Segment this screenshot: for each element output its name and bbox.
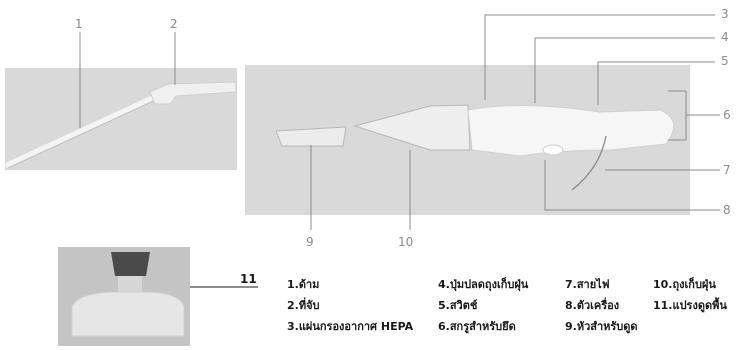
callout-9: 9 (306, 235, 314, 249)
legend-column-2: 4.ปุ่มปลดถุงเก็บฝุ่น 5.สวิตช์ 6.สกรูสำหร… (438, 274, 528, 337)
leader-3 (484, 14, 715, 100)
leader-8 (544, 160, 720, 211)
legend-item: 7.สายไฟ (565, 278, 610, 291)
legend-item: 8.ตัวเครื่อง (565, 299, 620, 312)
callout-1: 1 (75, 17, 83, 31)
brush-neck (118, 276, 142, 296)
leader-5 (597, 61, 715, 105)
callout-6: 6 (723, 108, 731, 122)
callout-5: 5 (721, 54, 729, 68)
legend-item: 5.สวิตช์ (438, 299, 478, 312)
legend-column-3: 7.สายไฟ 8.ตัวเครื่อง 9.หัวสำหรับดูด (565, 274, 638, 337)
callout-10: 10 (398, 235, 414, 249)
legend-item: 9.หัวสำหรับดูด (565, 320, 638, 333)
legend-column-1: 1.ด้าม 2.ที่จับ 3.แผ่นกรองอากาศ HEPA (287, 274, 413, 337)
callout-7: 7 (723, 163, 731, 177)
handle-tube-edge (7, 97, 161, 169)
legend-item: 10.ถุงเก็บฝุ่น (653, 278, 716, 291)
legend-item: 2.ที่จับ (287, 299, 320, 312)
legend-item: 3.แผ่นกรองอากาศ HEPA (287, 320, 414, 333)
body-button (542, 144, 564, 156)
nozzle-small (275, 126, 347, 147)
legend-column-4: 10.ถุงเก็บฝุ่น 11.แปรงดูดพื้น (653, 274, 727, 316)
handle-tube (5, 92, 163, 168)
legend-item: 6.สกรูสำหรับยึด (438, 320, 516, 333)
grip-shape (149, 81, 237, 105)
callout-2: 2 (170, 17, 178, 31)
brush-head (71, 291, 185, 337)
callout-3: 3 (721, 7, 729, 21)
callout-8: 8 (723, 203, 731, 217)
legend-item: 11.แปรงดูดพื้น (653, 299, 727, 312)
nozzle-large (353, 104, 471, 151)
power-cord (571, 135, 607, 191)
legend-item: 4.ปุ่มปลดถุงเก็บฝุ่น (438, 278, 529, 291)
legend-item: 1.ด้าม (287, 278, 320, 291)
callout-11: 11 (240, 272, 257, 286)
leader-4 (534, 37, 715, 103)
brush-connector (111, 252, 150, 276)
callout-4: 4 (721, 30, 729, 44)
